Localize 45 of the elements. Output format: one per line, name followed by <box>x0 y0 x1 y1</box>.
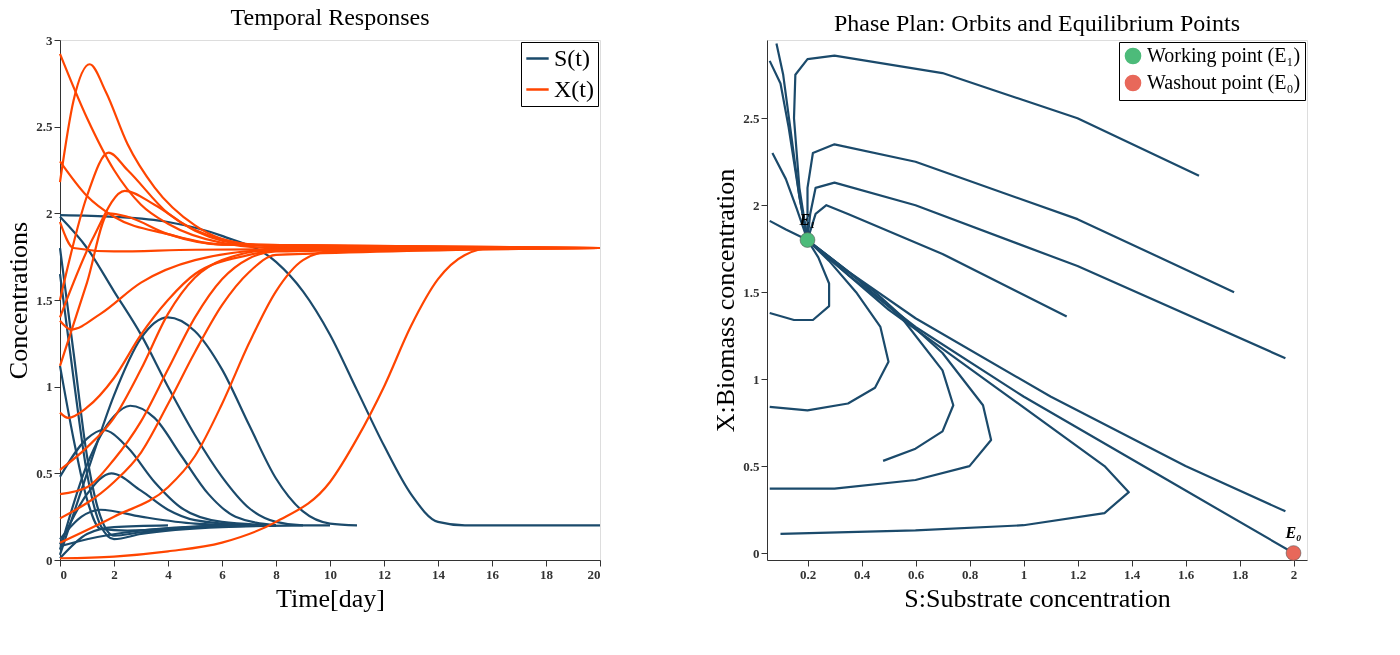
x-tick-label: 16 <box>486 566 500 582</box>
y-tick-label: 1.5 <box>743 284 760 300</box>
y-axis-title: Concentrations <box>4 221 34 380</box>
x-tick-label: 18 <box>540 566 554 582</box>
chart-title: Phase Plan: Orbits and Equilibrium Points <box>834 10 1240 36</box>
x-axis-title: S:Substrate concentration <box>904 583 1171 613</box>
legend-label: Washout point (E₀) <box>1147 71 1301 94</box>
annotation: E₀ <box>1284 524 1302 542</box>
x-tick-label: 0.2 <box>799 566 817 582</box>
y-tick-label: 1 <box>753 371 760 387</box>
x-tick-label: 0 <box>60 566 67 582</box>
chart-title: Temporal Responses <box>230 4 430 30</box>
y-tick-label: 2 <box>46 205 53 221</box>
x-tick-label: 2 <box>1290 566 1298 582</box>
x-tick-label: 14 <box>432 566 446 582</box>
x-tick-label: 1.6 <box>1177 566 1195 582</box>
x-tick-label: 1.4 <box>1123 566 1141 582</box>
y-tick-label: 3 <box>46 32 53 48</box>
y-tick-label: 2.5 <box>743 110 760 126</box>
legend-label: S(t) <box>554 44 590 71</box>
y-axis-title: X:Biomass concentration <box>711 168 741 433</box>
x-tick-label: 0.8 <box>961 566 979 582</box>
x-tick-label: 20 <box>587 566 601 582</box>
x-tick-label: 1 <box>1020 566 1028 582</box>
x-tick-label: 12 <box>378 566 391 582</box>
x-tick-label: 2 <box>111 566 118 582</box>
y-tick-label: 2 <box>753 197 760 213</box>
y-tick-label: 0.5 <box>743 458 760 474</box>
y-tick-label: 1.5 <box>36 292 53 308</box>
legend-label: Working point (E₁) <box>1147 44 1301 67</box>
x-tick-label: 1.8 <box>1231 566 1249 582</box>
x-tick-label: 10 <box>324 566 337 582</box>
y-tick-label: 2.5 <box>36 119 53 135</box>
y-tick-label: 0 <box>753 545 760 561</box>
y-tick-label: 0 <box>46 552 53 568</box>
x-tick-label: 1.2 <box>1069 566 1087 582</box>
y-tick-label: 1 <box>46 379 53 395</box>
x-tick-label: 6 <box>219 566 227 582</box>
legend-label: X(t) <box>554 75 594 102</box>
x-tick-label: 4 <box>165 566 173 582</box>
x-tick-label: 0.6 <box>907 566 925 582</box>
y-tick-label: 0.5 <box>36 465 53 481</box>
x-tick-label: 8 <box>273 566 281 582</box>
x-axis-title: Time[day] <box>276 583 385 613</box>
x-tick-label: 0.4 <box>853 566 871 582</box>
